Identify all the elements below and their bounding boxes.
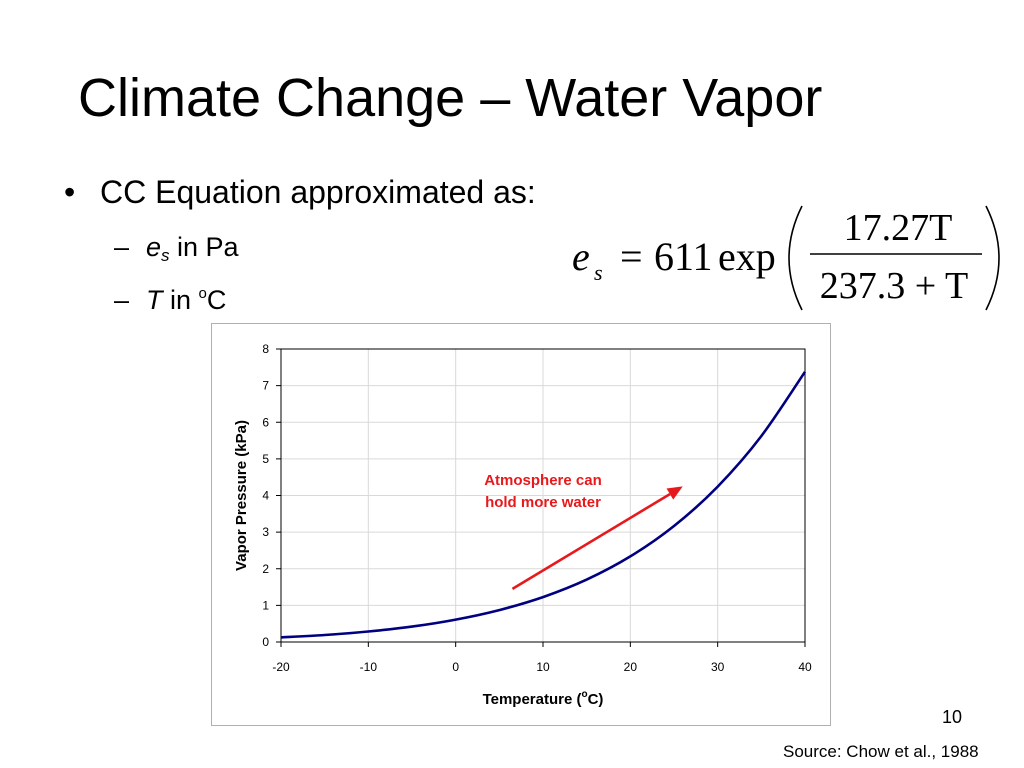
tick-labels: 0 1 2 3 4 5 6 7 8 -20 -10 0 10 20 30 40: [262, 342, 812, 674]
sub-item-t: – T in oC: [114, 276, 226, 318]
y-tick-label: 4: [262, 489, 269, 503]
xlabel-prefix: Temperature (: [483, 691, 582, 708]
degree-sup: o: [198, 285, 207, 302]
axis-ticks: [276, 348, 806, 647]
y-tick-label: 7: [262, 379, 269, 393]
y-tick-label: 8: [262, 342, 269, 356]
eq-denominator: 237.3 + T: [820, 265, 968, 307]
vapor-pressure-chart: 0 1 2 3 4 5 6 7 8 -20 -10 0 10 20 30 40 Atmosphere can …: [233, 342, 812, 708]
sub-item-es: – es in Pa: [114, 229, 239, 274]
annotation-arrowhead: [666, 486, 683, 500]
y-axis-label: Vapor Pressure (kPa): [233, 420, 250, 571]
y-tick-label: 1: [262, 598, 269, 612]
y-tick-label: 5: [262, 452, 269, 466]
bullet-item: • CC Equation approximated as:: [64, 170, 536, 214]
y-tick-label: 6: [262, 415, 269, 429]
var-e: e: [146, 232, 162, 262]
in-text: in: [162, 285, 199, 315]
slide-title: Climate Change – Water Vapor: [78, 68, 823, 128]
cc-equation: e s = 611 exp 17.27T 237.3 + T: [572, 205, 1000, 311]
subscript-s: s: [161, 246, 170, 265]
y-tick-label: 3: [262, 525, 269, 539]
x-tick-label: 0: [452, 660, 459, 674]
bullet-text: CC Equation approximated as:: [100, 174, 536, 210]
x-tick-label: 40: [798, 660, 812, 674]
y-tick-label: 2: [262, 562, 269, 576]
eq-exp: exp: [718, 234, 776, 279]
dash-glyph: –: [114, 285, 130, 315]
series-line: [280, 371, 807, 639]
eq-right-paren: [985, 205, 1000, 311]
page-number: 10: [942, 707, 963, 727]
eq-equals: =: [620, 234, 643, 279]
xlabel-degree-sup: o: [581, 689, 587, 700]
eq-coefficient: 611: [654, 234, 713, 279]
x-tick-label: -10: [360, 660, 378, 674]
x-tick-label: 20: [624, 660, 638, 674]
unit-c: C: [206, 285, 227, 315]
eq-numerator: 17.27T: [844, 207, 953, 249]
annotation-text-line-1: Atmosphere can: [484, 472, 602, 489]
unit-pa-text: in Pa: [169, 232, 239, 262]
annotation-arrow: [511, 492, 671, 591]
eq-lhs-sub: s: [594, 260, 603, 285]
eq-lhs-e: e: [572, 234, 590, 279]
xlabel-suffix: C): [588, 691, 604, 708]
bullet-dot: •: [64, 174, 76, 210]
y-tick-label: 0: [262, 635, 269, 649]
dash-glyph: –: [114, 232, 130, 262]
x-axis-label: Temperature (oC): [483, 689, 604, 708]
annotation-text-line-2: hold more water: [485, 494, 601, 511]
var-t: T: [146, 285, 163, 315]
x-tick-label: -20: [272, 660, 290, 674]
annotation-group: Atmosphere can hold more water: [484, 472, 683, 591]
x-tick-label: 10: [536, 660, 550, 674]
source-citation: Source: Chow et al., 1988: [783, 742, 979, 761]
x-tick-label: 30: [711, 660, 725, 674]
chart-frame: 0 1 2 3 4 5 6 7 8 -20 -10 0 10 20 30 40 Atmosphere can …: [211, 323, 831, 726]
eq-left-paren: [788, 205, 803, 311]
